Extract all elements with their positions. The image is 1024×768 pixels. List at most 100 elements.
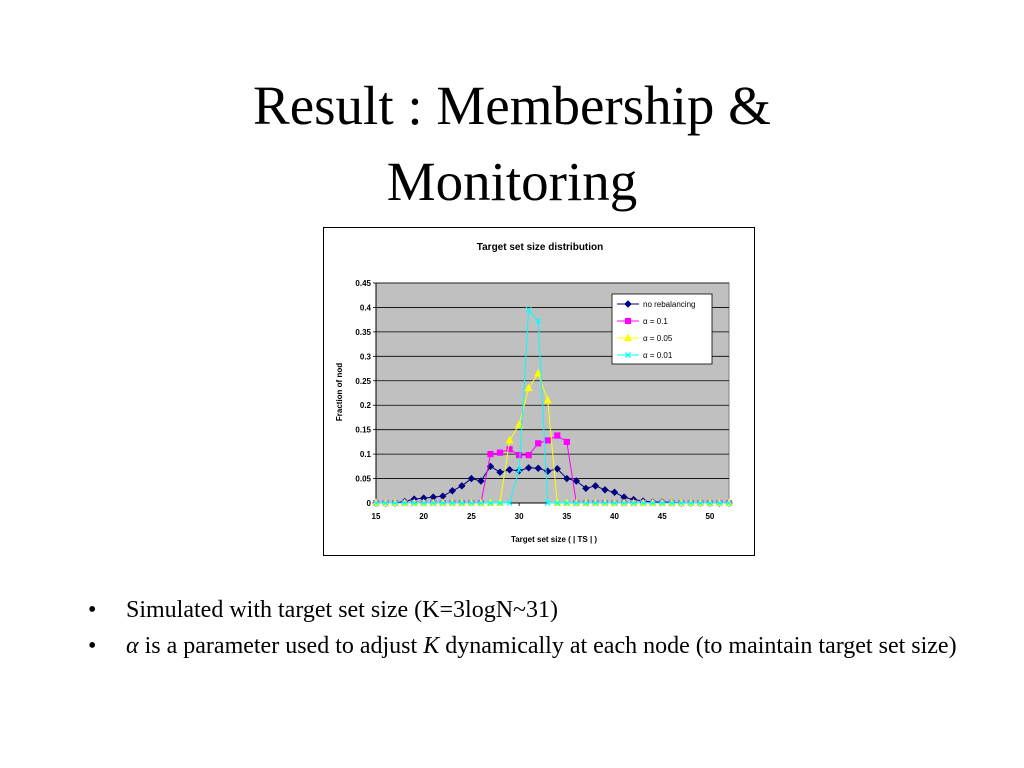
x-tick-label: 15: [372, 512, 381, 521]
data-point: [554, 432, 561, 439]
data-point: [534, 368, 543, 377]
bullet-item: • α is a parameter used to adjust K dyna…: [88, 632, 968, 660]
data-point: [372, 499, 380, 507]
y-tick-label: 0.35: [355, 328, 371, 337]
target-set-size-chart: Target set size distribution Target set …: [335, 242, 734, 544]
data-point: [706, 499, 713, 507]
bullet-text: Simulated with target set size (K=3logN~…: [126, 597, 558, 623]
chart-frame: Target set size distribution Target set …: [323, 227, 755, 556]
data-point: [591, 482, 600, 490]
data-point: [516, 466, 523, 473]
y-tick-label: 0.2: [360, 401, 372, 410]
data-point: [535, 318, 542, 325]
data-point: [506, 499, 513, 507]
data-point: [439, 499, 446, 507]
data-point: [496, 449, 504, 456]
data-point: [506, 446, 513, 453]
data-point: [392, 499, 399, 507]
data-point: [505, 466, 514, 474]
x-tick-label: 50: [705, 512, 714, 521]
legend-marker: [624, 351, 632, 359]
data-point: [382, 499, 389, 507]
data-point: [582, 499, 589, 507]
data-point: [563, 438, 570, 445]
series-3: [372, 306, 733, 507]
data-point: [563, 474, 571, 483]
bullet-list: • Simulated with target set size (K=3log…: [88, 596, 968, 668]
data-point: [534, 464, 542, 472]
y-axis-label: Fraction of nod: [335, 363, 344, 421]
data-point: [610, 488, 619, 496]
data-point: [582, 484, 590, 493]
y-tick-label: 0.15: [355, 426, 371, 435]
legend: no rebalancing α = 0.1 α = 0.05 α = 0.01: [611, 293, 713, 365]
y-tick-label: 0.05: [355, 475, 371, 484]
legend-marker: [624, 300, 632, 308]
data-point: [553, 465, 561, 473]
data-point: [487, 499, 494, 507]
alpha-symbol: α: [126, 633, 139, 659]
data-point: [592, 499, 599, 507]
legend-label: no rebalancing: [643, 300, 695, 309]
data-point: [572, 477, 581, 485]
y-tick-label: 0.4: [360, 303, 372, 312]
series-line: [376, 308, 729, 504]
data-point: [505, 435, 514, 444]
chart-title: Target set size distribution: [477, 242, 604, 253]
data-point: [497, 499, 504, 507]
bullet-text-part1: is a parameter used to adjust: [138, 633, 424, 659]
slide-title-line1: Result : Membership &: [253, 75, 771, 136]
data-point: [449, 499, 456, 507]
bullet-dot: •: [88, 633, 97, 659]
data-point: [621, 499, 628, 507]
data-point: [516, 451, 523, 459]
data-point: [458, 499, 465, 507]
data-point: [563, 499, 570, 507]
data-point: [543, 395, 552, 404]
data-point: [524, 383, 533, 392]
x-tick-label: 25: [467, 512, 476, 521]
data-point: [468, 499, 475, 507]
data-point: [535, 440, 542, 447]
legend-label: α = 0.1: [643, 317, 668, 326]
data-point: [601, 499, 608, 507]
y-tick-label: 0.3: [360, 352, 372, 361]
legend-label: α = 0.01: [643, 351, 673, 360]
data-point: [611, 499, 618, 507]
y-tick-label: 0: [367, 499, 372, 508]
slide-title: Result : Membership & Monitoring: [0, 68, 1024, 220]
legend-marker: [623, 333, 633, 341]
slide-title-line2: Monitoring: [386, 151, 638, 212]
bullet-item: • Simulated with target set size (K=3log…: [88, 596, 968, 624]
data-point: [640, 499, 647, 507]
data-point: [659, 499, 666, 507]
data-point: [630, 499, 637, 507]
data-point: [401, 499, 408, 507]
legend-marker: [624, 317, 632, 325]
legend-label: α = 0.05: [643, 334, 673, 343]
y-tick-label: 0.25: [355, 377, 371, 386]
data-point: [687, 499, 694, 507]
x-tick-label: 40: [610, 512, 619, 521]
data-point: [467, 474, 476, 483]
data-point: [525, 306, 532, 313]
bullet-dot: •: [88, 597, 97, 623]
data-point: [477, 499, 484, 507]
y-tick-label: 0.1: [360, 450, 372, 459]
data-point: [716, 499, 723, 507]
x-axis-label: Target set size ( | TS | ): [511, 535, 597, 544]
data-point: [411, 499, 418, 507]
data-point: [458, 482, 466, 490]
data-point: [448, 487, 457, 495]
data-point: [697, 499, 704, 507]
data-point: [544, 499, 551, 507]
data-point: [496, 468, 504, 476]
data-point: [420, 499, 427, 507]
data-point: [668, 499, 675, 507]
data-point: [725, 499, 733, 507]
x-tick-label: 20: [419, 512, 428, 521]
data-point: [487, 451, 494, 458]
data-point: [544, 437, 551, 444]
data-point: [601, 486, 609, 494]
data-point: [678, 499, 685, 507]
